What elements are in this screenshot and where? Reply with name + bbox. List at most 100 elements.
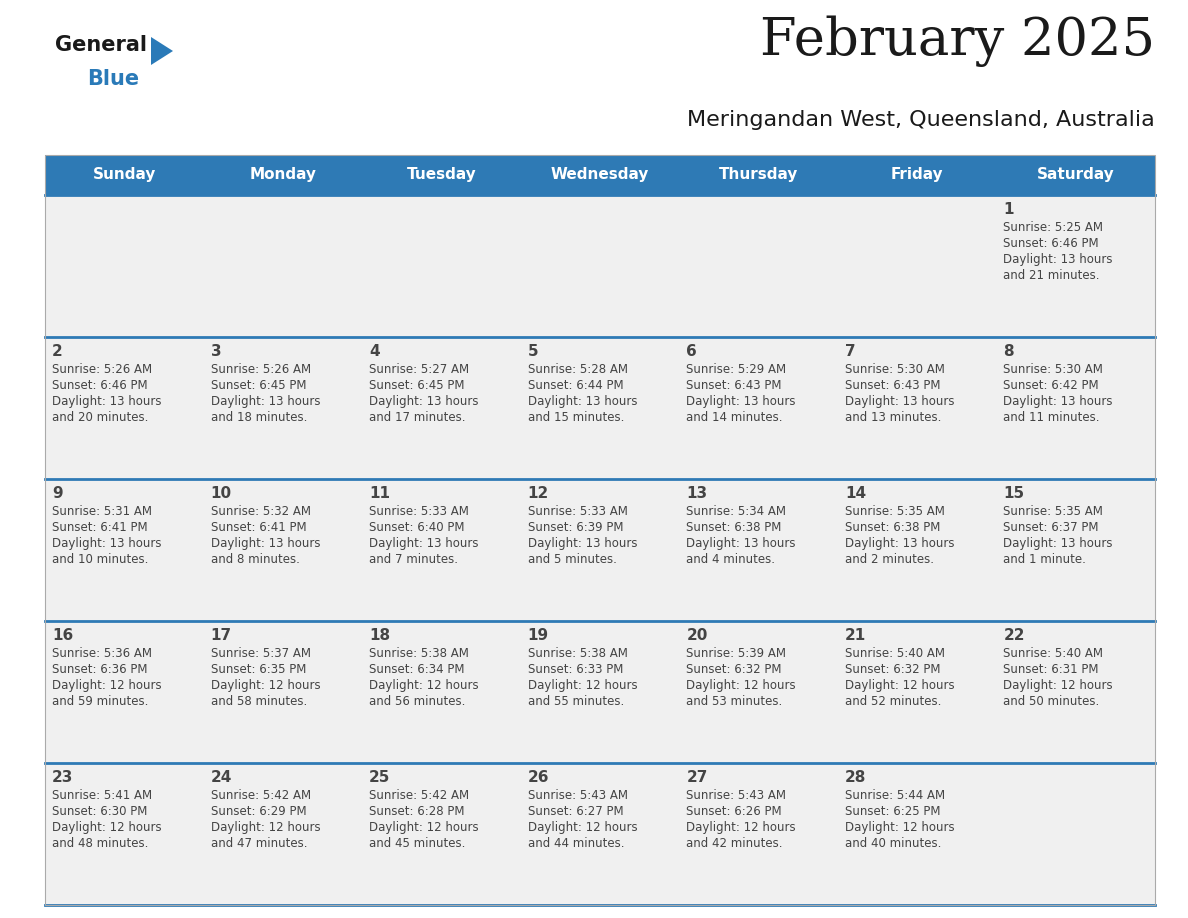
Bar	[45, 621, 203, 763]
Text: and 4 minutes.: and 4 minutes.	[687, 553, 776, 566]
Text: and 18 minutes.: and 18 minutes.	[210, 411, 307, 424]
Bar	[203, 763, 362, 905]
Bar	[520, 195, 680, 337]
Bar	[45, 155, 1155, 195]
Text: Sunrise: 5:44 AM: Sunrise: 5:44 AM	[845, 789, 944, 802]
Text: and 45 minutes.: and 45 minutes.	[369, 837, 466, 850]
Bar	[362, 479, 520, 621]
Text: 24: 24	[210, 770, 232, 785]
Bar	[45, 763, 203, 905]
Text: and 44 minutes.: and 44 minutes.	[527, 837, 624, 850]
Text: Daylight: 12 hours: Daylight: 12 hours	[52, 821, 162, 834]
Text: Sunrise: 5:37 AM: Sunrise: 5:37 AM	[210, 647, 310, 660]
Text: Daylight: 13 hours: Daylight: 13 hours	[1004, 395, 1113, 408]
Text: and 50 minutes.: and 50 minutes.	[1004, 695, 1100, 708]
Text: Sunset: 6:34 PM: Sunset: 6:34 PM	[369, 663, 465, 676]
Text: 10: 10	[210, 486, 232, 501]
Text: 2: 2	[52, 344, 63, 359]
Text: and 11 minutes.: and 11 minutes.	[1004, 411, 1100, 424]
Text: Daylight: 13 hours: Daylight: 13 hours	[52, 395, 162, 408]
Text: Sunrise: 5:42 AM: Sunrise: 5:42 AM	[369, 789, 469, 802]
Text: 23: 23	[52, 770, 74, 785]
Text: Sunrise: 5:41 AM: Sunrise: 5:41 AM	[52, 789, 152, 802]
Text: Meringandan West, Queensland, Australia: Meringandan West, Queensland, Australia	[687, 110, 1155, 130]
Bar	[203, 337, 362, 479]
Text: Sunset: 6:39 PM: Sunset: 6:39 PM	[527, 521, 624, 534]
Text: Sunrise: 5:38 AM: Sunrise: 5:38 AM	[369, 647, 469, 660]
Bar	[45, 479, 203, 621]
Text: Sunrise: 5:29 AM: Sunrise: 5:29 AM	[687, 363, 786, 376]
Text: 11: 11	[369, 486, 390, 501]
Text: and 5 minutes.: and 5 minutes.	[527, 553, 617, 566]
Text: Sunrise: 5:30 AM: Sunrise: 5:30 AM	[1004, 363, 1104, 376]
Text: Sunset: 6:44 PM: Sunset: 6:44 PM	[527, 379, 624, 392]
Text: and 53 minutes.: and 53 minutes.	[687, 695, 783, 708]
Text: 28: 28	[845, 770, 866, 785]
Text: Sunset: 6:32 PM: Sunset: 6:32 PM	[845, 663, 941, 676]
Text: and 14 minutes.: and 14 minutes.	[687, 411, 783, 424]
Text: and 55 minutes.: and 55 minutes.	[527, 695, 624, 708]
Text: 6: 6	[687, 344, 697, 359]
Text: 25: 25	[369, 770, 391, 785]
Text: and 15 minutes.: and 15 minutes.	[527, 411, 624, 424]
Text: Daylight: 13 hours: Daylight: 13 hours	[52, 537, 162, 550]
Bar	[362, 337, 520, 479]
Text: and 1 minute.: and 1 minute.	[1004, 553, 1086, 566]
Text: Sunrise: 5:33 AM: Sunrise: 5:33 AM	[527, 505, 627, 518]
Text: Daylight: 12 hours: Daylight: 12 hours	[369, 679, 479, 692]
Text: and 42 minutes.: and 42 minutes.	[687, 837, 783, 850]
Text: 22: 22	[1004, 628, 1025, 643]
Text: Sunset: 6:45 PM: Sunset: 6:45 PM	[210, 379, 307, 392]
Bar	[203, 195, 362, 337]
Text: Daylight: 13 hours: Daylight: 13 hours	[369, 537, 479, 550]
Text: Sunrise: 5:32 AM: Sunrise: 5:32 AM	[210, 505, 310, 518]
Text: 7: 7	[845, 344, 855, 359]
Text: 4: 4	[369, 344, 380, 359]
Text: Daylight: 13 hours: Daylight: 13 hours	[527, 395, 637, 408]
Text: and 8 minutes.: and 8 minutes.	[210, 553, 299, 566]
Text: and 21 minutes.: and 21 minutes.	[1004, 269, 1100, 282]
Text: and 13 minutes.: and 13 minutes.	[845, 411, 941, 424]
Text: Daylight: 12 hours: Daylight: 12 hours	[527, 679, 637, 692]
Text: and 17 minutes.: and 17 minutes.	[369, 411, 466, 424]
Bar	[838, 337, 997, 479]
Text: Sunrise: 5:26 AM: Sunrise: 5:26 AM	[52, 363, 152, 376]
Text: 12: 12	[527, 486, 549, 501]
Text: Sunset: 6:27 PM: Sunset: 6:27 PM	[527, 805, 624, 818]
Bar	[997, 479, 1155, 621]
Text: Sunrise: 5:40 AM: Sunrise: 5:40 AM	[845, 647, 944, 660]
Bar	[203, 621, 362, 763]
Text: 1: 1	[1004, 202, 1013, 217]
Text: Wednesday: Wednesday	[551, 167, 649, 183]
Text: Sunrise: 5:43 AM: Sunrise: 5:43 AM	[527, 789, 627, 802]
Text: Daylight: 13 hours: Daylight: 13 hours	[687, 395, 796, 408]
Text: Sunset: 6:41 PM: Sunset: 6:41 PM	[52, 521, 147, 534]
Text: 21: 21	[845, 628, 866, 643]
Text: Thursday: Thursday	[719, 167, 798, 183]
Text: Sunset: 6:40 PM: Sunset: 6:40 PM	[369, 521, 465, 534]
Bar	[203, 479, 362, 621]
Bar	[680, 195, 838, 337]
Bar	[838, 195, 997, 337]
Text: Daylight: 12 hours: Daylight: 12 hours	[1004, 679, 1113, 692]
Text: Blue: Blue	[87, 69, 139, 89]
Text: Sunrise: 5:39 AM: Sunrise: 5:39 AM	[687, 647, 786, 660]
Text: 20: 20	[687, 628, 708, 643]
Text: February 2025: February 2025	[760, 15, 1155, 66]
Text: Sunset: 6:29 PM: Sunset: 6:29 PM	[210, 805, 307, 818]
Text: Daylight: 13 hours: Daylight: 13 hours	[210, 395, 320, 408]
Text: and 59 minutes.: and 59 minutes.	[52, 695, 148, 708]
Text: Sunset: 6:46 PM: Sunset: 6:46 PM	[1004, 237, 1099, 250]
Text: Daylight: 12 hours: Daylight: 12 hours	[369, 821, 479, 834]
Bar	[997, 337, 1155, 479]
Text: Sunset: 6:46 PM: Sunset: 6:46 PM	[52, 379, 147, 392]
Bar	[997, 763, 1155, 905]
Text: Sunset: 6:37 PM: Sunset: 6:37 PM	[1004, 521, 1099, 534]
Text: 16: 16	[52, 628, 74, 643]
Text: Sunset: 6:41 PM: Sunset: 6:41 PM	[210, 521, 307, 534]
Text: and 47 minutes.: and 47 minutes.	[210, 837, 307, 850]
Text: Daylight: 12 hours: Daylight: 12 hours	[687, 679, 796, 692]
Text: Sunrise: 5:35 AM: Sunrise: 5:35 AM	[1004, 505, 1104, 518]
Text: Sunset: 6:35 PM: Sunset: 6:35 PM	[210, 663, 307, 676]
Text: 5: 5	[527, 344, 538, 359]
